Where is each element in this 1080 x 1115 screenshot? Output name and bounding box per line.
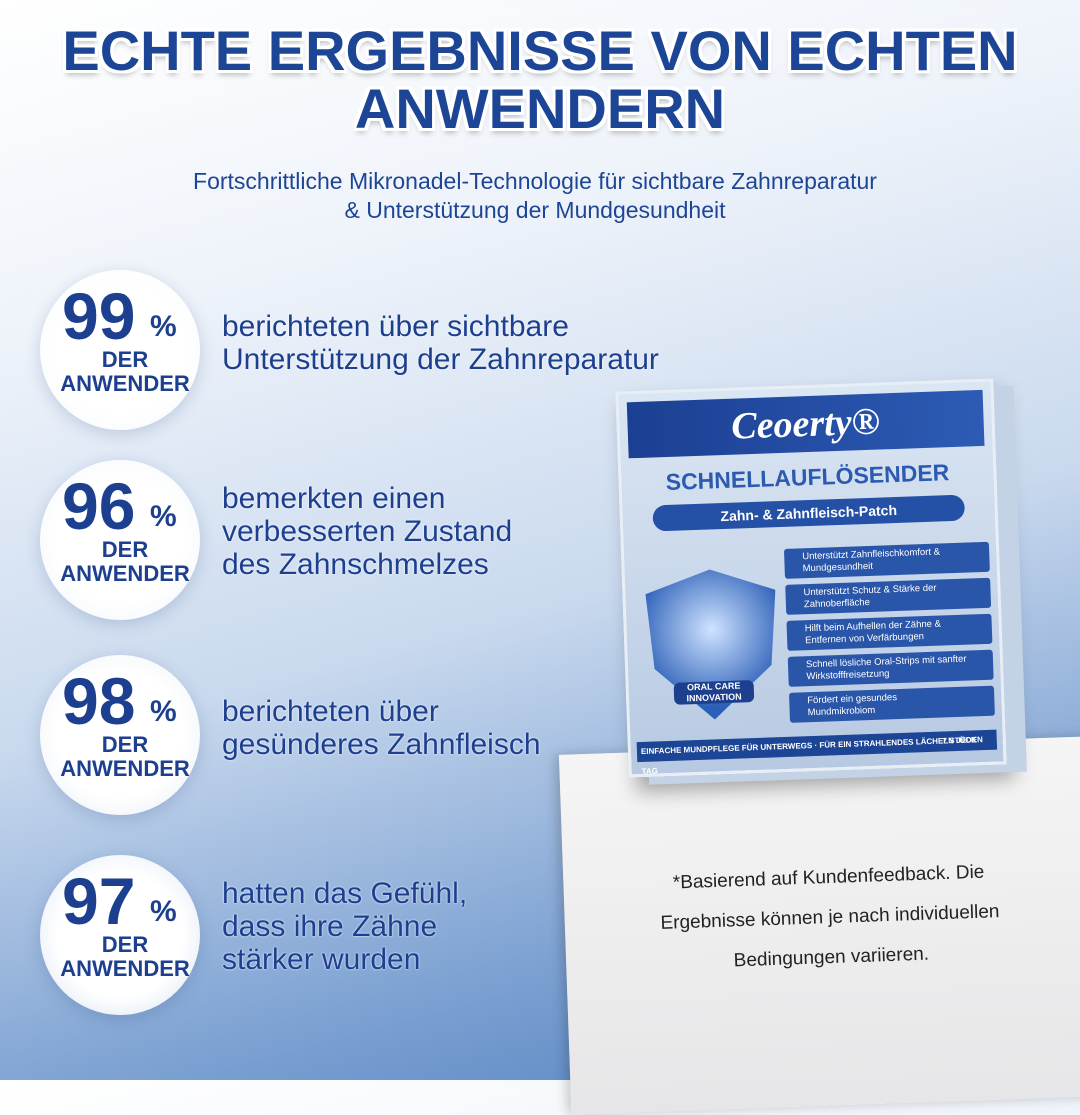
stat-text-line: berichteten über bbox=[222, 695, 439, 728]
stat-label: DER ANWENDER bbox=[50, 733, 200, 781]
stat-text-line: hatten das Gefühl, bbox=[222, 877, 468, 910]
stat-circle bbox=[40, 460, 200, 620]
feature: Unterstützt Schutz & Stärke der Zahnoberf… bbox=[785, 577, 992, 615]
count: 7 STÜCK bbox=[942, 735, 977, 746]
stat-label-line: DER bbox=[101, 347, 149, 372]
stat-value: 97 bbox=[62, 864, 136, 938]
product-footer: EINFACHE MUNDPFLEGE FÜR UNTERWEGS · FÜR … bbox=[636, 729, 998, 776]
stat-label-line: ANWENDER bbox=[60, 956, 190, 981]
brand: Ceoerty® bbox=[730, 400, 881, 448]
stat-text: berichteten über sichtbare Unterstützung … bbox=[222, 310, 659, 376]
brand-bar: Ceoerty® bbox=[626, 389, 985, 459]
badge: ORAL CARE INNOVATION bbox=[673, 680, 755, 705]
stat-text-line: Unterstützung der Zahnreparatur bbox=[222, 343, 659, 376]
stat-unit: % bbox=[150, 695, 177, 728]
title-line: ANWENDERN bbox=[354, 77, 726, 140]
stat-circle bbox=[40, 855, 200, 1015]
subtitle: Fortschrittliche Mikronadel-Technologie … bbox=[0, 167, 1070, 225]
stat: 99% DER ANWENDER berichteten über sichtbare… bbox=[40, 270, 1040, 440]
stat: 98% DER ANWENDER berichteten über gesünderes… bbox=[40, 655, 1040, 825]
stat-text: bemerkten einen verbesserten Zustand des Z… bbox=[222, 482, 512, 581]
product-box: Ceoerty® SCHNELLAUFLÖSENDER Zahn- & Zahn… bbox=[615, 378, 1007, 778]
stat-label-line: ANWENDER bbox=[60, 561, 190, 586]
stat: 96% DER ANWENDER bemerkten einen verbesserte… bbox=[40, 460, 1040, 630]
feature: Hilft beim Aufhellen der Zähne & Entferne… bbox=[786, 613, 993, 651]
stat-text-line: dass ihre Zähne bbox=[222, 910, 438, 943]
title: ECHTE ERGEBNISSE VON ECHTEN ANWENDERN bbox=[0, 22, 1080, 138]
stat-circle bbox=[40, 655, 200, 815]
product-name: SCHNELLAUFLÖSENDER bbox=[665, 459, 950, 496]
subtitle-line: & Unterstützung der Mundgesundheit bbox=[344, 197, 726, 223]
stat-value: 98 bbox=[62, 664, 136, 738]
feature: Fördert ein gesundes Mundmikrobiom bbox=[788, 685, 995, 723]
stat-label-line: DER bbox=[101, 932, 149, 957]
stat-label-line: ANWENDER bbox=[60, 756, 190, 781]
stat-value: 96 bbox=[62, 469, 136, 543]
stat-label-line: DER bbox=[101, 537, 149, 562]
stat-unit: % bbox=[150, 500, 177, 533]
stat-unit: % bbox=[150, 895, 177, 928]
product-subname: Zahn- & Zahnfleisch-Patch bbox=[652, 494, 966, 532]
subtitle-line: Fortschrittliche Mikronadel-Technologie … bbox=[193, 168, 877, 194]
stat-text-line: verbesserten Zustand bbox=[222, 515, 513, 548]
stat-label-line: DER bbox=[101, 732, 149, 757]
stat-text-line: bemerkten einen bbox=[222, 482, 446, 515]
feature: Unterstützt Zahnfleischkomfort & Mundgesu… bbox=[783, 541, 990, 579]
badge-line: INNOVATION bbox=[686, 691, 742, 704]
title-line: ECHTE ERGEBNISSE VON ECHTEN bbox=[62, 19, 1018, 82]
stat-text-line: berichteten über sichtbare bbox=[222, 310, 569, 343]
stat-unit: % bbox=[150, 310, 177, 343]
stat-label-line: ANWENDER bbox=[60, 371, 190, 396]
stat-label: DER ANWENDER bbox=[50, 538, 200, 586]
stat-text-line: gesünderes Zahnfleisch bbox=[222, 728, 541, 761]
stat-text: hatten das Gefühl, dass ihre Zähne stärker… bbox=[222, 877, 467, 976]
stat-text-line: stärker wurden bbox=[222, 943, 421, 976]
stat: 97% DER ANWENDER hatten das Gefühl, dass ihr… bbox=[40, 855, 1040, 1025]
stat-text: berichteten über gesünderes Zahnfleisch bbox=[222, 695, 541, 761]
stat-label: DER ANWENDER bbox=[50, 348, 200, 396]
feature-list: Unterstützt Zahnfleischkomfort & Mundgesu… bbox=[783, 541, 995, 729]
feature: Schnell lösliche Oral-Strips mit sanfter… bbox=[787, 649, 994, 687]
stat-text-line: des Zahnschmelzes bbox=[222, 548, 489, 581]
stat-label: DER ANWENDER bbox=[50, 933, 200, 981]
stat-circle bbox=[40, 270, 200, 430]
stat-value: 99 bbox=[62, 279, 136, 353]
disclaimer: *Basierend auf Kundenfeedback. Die Ergebn… bbox=[598, 850, 1062, 986]
